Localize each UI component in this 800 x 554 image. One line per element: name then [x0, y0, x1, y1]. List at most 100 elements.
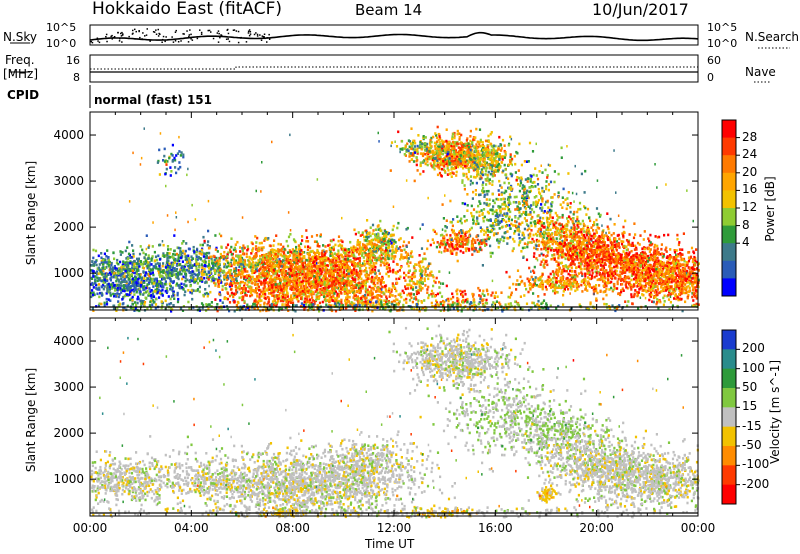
data-cell: [461, 237, 465, 241]
data-cell: [349, 274, 352, 278]
data-cell: [161, 294, 164, 297]
data-cell: [299, 252, 302, 256]
data-cell: [106, 290, 109, 293]
data-cell: [160, 289, 163, 293]
data-cell: [314, 285, 317, 288]
data-cell: [304, 267, 307, 271]
data-cell: [376, 281, 379, 285]
data-cell: [324, 275, 327, 279]
data-cell: [367, 231, 370, 235]
data-cell: [121, 268, 125, 271]
data-cell: [232, 295, 235, 299]
data-cell: [313, 260, 316, 263]
data-cell: [237, 257, 240, 260]
data-cell: [346, 277, 350, 280]
nsky-point: [105, 36, 107, 38]
data-cell: [132, 290, 136, 293]
data-cell: [277, 266, 281, 269]
data-cell: [354, 246, 357, 249]
data-cell: [345, 280, 348, 283]
data-cell: [367, 290, 370, 294]
data-cell: [130, 273, 134, 276]
data-cell: [105, 255, 108, 258]
data-cell: [127, 257, 130, 260]
data-cell: [301, 235, 304, 238]
nsky-point: [228, 40, 231, 43]
data-cell: [337, 249, 340, 252]
data-cell: [264, 262, 267, 265]
data-cell: [348, 265, 351, 269]
data-cell: [239, 282, 242, 285]
data-cell: [390, 252, 393, 256]
data-cell: [165, 283, 168, 286]
data-cell: [235, 266, 238, 270]
data-cell: [358, 256, 362, 260]
data-cell: [170, 170, 173, 173]
data-cell: [107, 258, 110, 262]
data-cell: [124, 268, 127, 271]
data-cell: [350, 271, 353, 274]
data-cell: [407, 287, 410, 290]
data-cell: [122, 302, 125, 305]
data-cell: [449, 234, 452, 237]
data-cell: [122, 280, 125, 283]
data-cell: [203, 239, 206, 243]
data-cell: [122, 295, 125, 299]
data-cell: [288, 261, 291, 264]
data-cell: [391, 238, 394, 242]
data-cell: [409, 252, 413, 255]
data-cell: [463, 289, 466, 293]
data-cell: [403, 298, 406, 302]
data-cell: [374, 265, 377, 269]
data-cell: [285, 257, 288, 261]
data-cell: [99, 291, 102, 295]
data-cell: [266, 281, 269, 284]
data-cell: [198, 285, 201, 289]
data-cell: [285, 260, 288, 263]
data-cell: [240, 295, 244, 299]
data-cell: [106, 283, 109, 286]
data-cell: [90, 264, 93, 267]
data-cell: [281, 272, 284, 275]
data-cell: [206, 243, 209, 247]
data-cell: [291, 248, 294, 251]
data-cell: [90, 291, 93, 295]
data-cell: [451, 252, 454, 255]
data-cell: [198, 307, 201, 310]
data-cell: [261, 254, 264, 257]
data-cell: [137, 257, 140, 261]
data-cell: [333, 268, 336, 272]
data-cell: [138, 291, 141, 294]
data-cell: [224, 274, 227, 277]
data-cell: [381, 232, 384, 235]
data-cell: [96, 276, 99, 280]
data-cell: [164, 172, 167, 176]
nsky-point: [219, 36, 221, 39]
data-cell: [358, 267, 362, 270]
data-cell: [269, 275, 272, 279]
data-cell: [282, 245, 285, 249]
data-cell: [166, 245, 170, 248]
data-cell: [168, 255, 172, 259]
data-cell: [305, 282, 308, 285]
data-cell: [226, 265, 229, 269]
data-cell: [197, 268, 200, 272]
data-cell: [104, 258, 107, 261]
data-cell: [361, 231, 364, 234]
data-cell: [187, 254, 190, 258]
data-cell: [419, 285, 422, 289]
data-cell: [158, 273, 161, 276]
data-cell: [299, 269, 302, 272]
data-cell: [260, 241, 263, 245]
data-cell: [154, 255, 158, 259]
data-cell: [146, 266, 149, 270]
nsky-point: [262, 35, 265, 38]
data-cell: [402, 291, 405, 295]
data-cell: [217, 273, 220, 277]
data-cell: [230, 245, 233, 249]
data-cell: [265, 262, 269, 266]
data-cell: [148, 304, 151, 307]
data-cell: [435, 276, 438, 280]
data-cell: [273, 276, 276, 279]
data-cell: [167, 269, 170, 273]
